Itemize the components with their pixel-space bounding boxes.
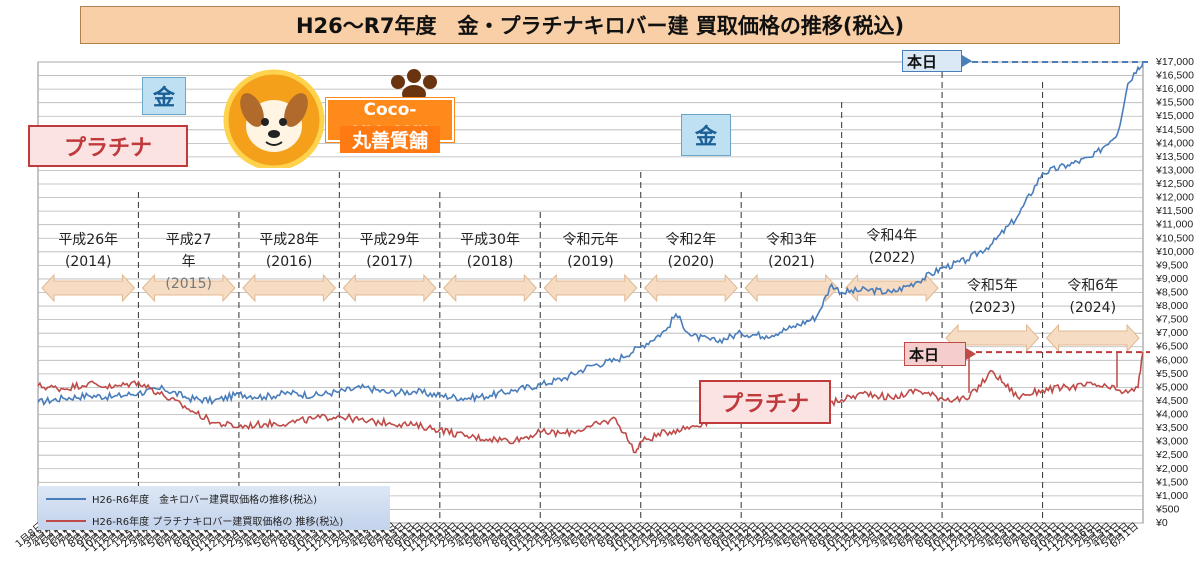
fiscal-year-label: (2021): [768, 254, 815, 270]
series-lines: [37, 61, 1144, 454]
y-tick-label: ¥1,000: [1155, 490, 1188, 502]
chart-title: H26～R7年度 金・プラチナキロバー建 買取価格の推移(税込): [80, 6, 1120, 44]
legend-item-platinum: H26-R6年度 プラチナキロバー建買取価格の 推移(税込): [46, 513, 343, 528]
y-axis-tick-labels: ¥0 ¥500¥1,000 ¥1,500¥2,000 ¥2,500¥3,000 ¥3,5…: [1155, 56, 1194, 529]
y-tick-label: ¥17,000: [1155, 56, 1194, 68]
y-tick-label: ¥13,500: [1155, 151, 1194, 163]
y-tick-label: ¥5,000: [1155, 381, 1188, 393]
fiscal-year-arrow: [141, 273, 236, 303]
fiscal-year-label: 平成29年: [360, 232, 420, 248]
y-tick-label: ¥14,000: [1155, 137, 1194, 149]
y-tick-label: ¥9,000: [1155, 273, 1188, 285]
y-tick-label: ¥11,500: [1155, 205, 1193, 217]
fiscal-year-label: (2020): [668, 254, 715, 270]
y-tick-label: ¥1,500: [1155, 476, 1188, 488]
fiscal-year-label: (2024): [1069, 300, 1116, 316]
store-logo: Coco-one.com 丸善質舗: [222, 68, 454, 168]
y-tick-label: ¥7,000: [1155, 327, 1188, 339]
fiscal-year-arrow: [1045, 323, 1140, 353]
y-tick-label: ¥0: [1155, 517, 1168, 529]
fiscal-year-arrow: [543, 273, 638, 303]
legend-swatch-gold: [46, 497, 86, 500]
gold-label-top: 金: [142, 77, 186, 115]
y-tick-label: ¥2,000: [1155, 463, 1188, 475]
fiscal-year-arrow: [242, 273, 337, 303]
y-tick-label: ¥12,000: [1155, 192, 1194, 204]
fiscal-year-label: 年: [182, 254, 196, 270]
y-tick-label: ¥15,000: [1155, 110, 1194, 122]
gold-price-line: [37, 61, 1144, 407]
y-tick-label: ¥14,500: [1155, 124, 1194, 136]
y-tick-label: ¥3,500: [1155, 422, 1188, 434]
chart-legend: H26-R6年度 金キロバー建買取価格の推移(税込) H26-R6年度 プラチナ…: [38, 486, 390, 530]
fiscal-year-label: 令和5年: [967, 278, 1018, 294]
fiscal-year-label: (2017): [366, 254, 413, 270]
fiscal-year-arrow: [844, 273, 939, 303]
fiscal-year-label: (2016): [266, 254, 313, 270]
logo-shop-name: 丸善質舗: [340, 126, 440, 153]
fiscal-year-arrow: [443, 273, 537, 303]
fiscal-year-arrow: [644, 273, 738, 303]
fiscal-year-label: 令和6年: [1067, 278, 1118, 294]
y-tick-label: ¥16,500: [1155, 70, 1194, 82]
today-platinum-pointer: [966, 348, 976, 360]
y-tick-label: ¥2,500: [1155, 449, 1188, 461]
fiscal-year-label: 平成30年: [460, 232, 520, 248]
legend-swatch-platinum: [46, 519, 86, 522]
fiscal-year-label: 令和元年: [563, 232, 619, 248]
platinum-price-line: [37, 352, 1144, 454]
y-tick-label: ¥6,000: [1155, 354, 1188, 366]
legend-label-gold: H26-R6年度 金キロバー建買取価格の推移(税込): [92, 495, 317, 506]
platinum-label-top: プラチナ: [28, 125, 188, 167]
today-platinum-marker: 本日: [904, 342, 966, 366]
y-tick-label: ¥12,500: [1155, 178, 1194, 190]
y-tick-label: ¥8,500: [1155, 287, 1188, 299]
fiscal-year-label: (2019): [567, 254, 614, 270]
today-gold-pointer: [962, 55, 972, 67]
fiscal-year-label: 令和4年: [866, 228, 917, 244]
platinum-label-mid: プラチナ: [699, 380, 831, 424]
fiscal-year-label: 令和2年: [665, 232, 716, 248]
fiscal-year-label: 平成27: [166, 232, 212, 248]
y-tick-label: ¥9,500: [1155, 259, 1188, 271]
fiscal-year-dividers: [137, 62, 1044, 523]
y-tick-label: ¥6,500: [1155, 341, 1188, 353]
fiscal-year-label: 平成26年: [58, 232, 118, 248]
y-tick-label: ¥3,000: [1155, 436, 1188, 448]
fiscal-year-arrow: [41, 273, 136, 303]
y-tick-label: ¥4,500: [1155, 395, 1188, 407]
fiscal-year-label: (2018): [467, 254, 514, 270]
fiscal-year-arrow: [342, 273, 437, 303]
fiscal-year-label: (2022): [869, 250, 916, 266]
gold-label-mid: 金: [681, 114, 731, 156]
today-gold-marker: 本日: [902, 50, 962, 72]
y-tick-label: ¥4,000: [1155, 409, 1188, 421]
legend-label-platinum: H26-R6年度 プラチナキロバー建買取価格の 推移(税込): [92, 517, 344, 528]
fiscal-year-labels: 平成26年 (2014) 平成27 年 (2015) 平成28年 (2016) 平成29年 (2…: [58, 228, 1118, 316]
fiscal-year-label: 令和3年: [766, 232, 817, 248]
legend-item-gold: H26-R6年度 金キロバー建買取価格の推移(税込): [46, 491, 317, 506]
fiscal-year-label: (2015): [165, 276, 212, 292]
y-tick-label: ¥5,500: [1155, 368, 1188, 380]
y-tick-label: ¥10,500: [1155, 232, 1194, 244]
fiscal-year-label: (2023): [969, 300, 1016, 316]
fiscal-year-label: 平成28年: [259, 232, 319, 248]
today-lines: [962, 55, 1150, 393]
y-tick-label: ¥13,000: [1155, 164, 1194, 176]
y-tick-label: ¥15,500: [1155, 97, 1194, 109]
fiscal-year-label: (2014): [65, 254, 112, 270]
y-tick-label: ¥8,000: [1155, 300, 1188, 312]
y-tick-label: ¥500: [1155, 503, 1180, 515]
y-tick-label: ¥16,000: [1155, 83, 1194, 95]
y-tick-label: ¥10,000: [1155, 246, 1194, 258]
y-tick-label: ¥11,000: [1155, 219, 1193, 231]
y-tick-label: ¥7,500: [1155, 314, 1188, 326]
fiscal-year-arrows: [41, 273, 1140, 353]
